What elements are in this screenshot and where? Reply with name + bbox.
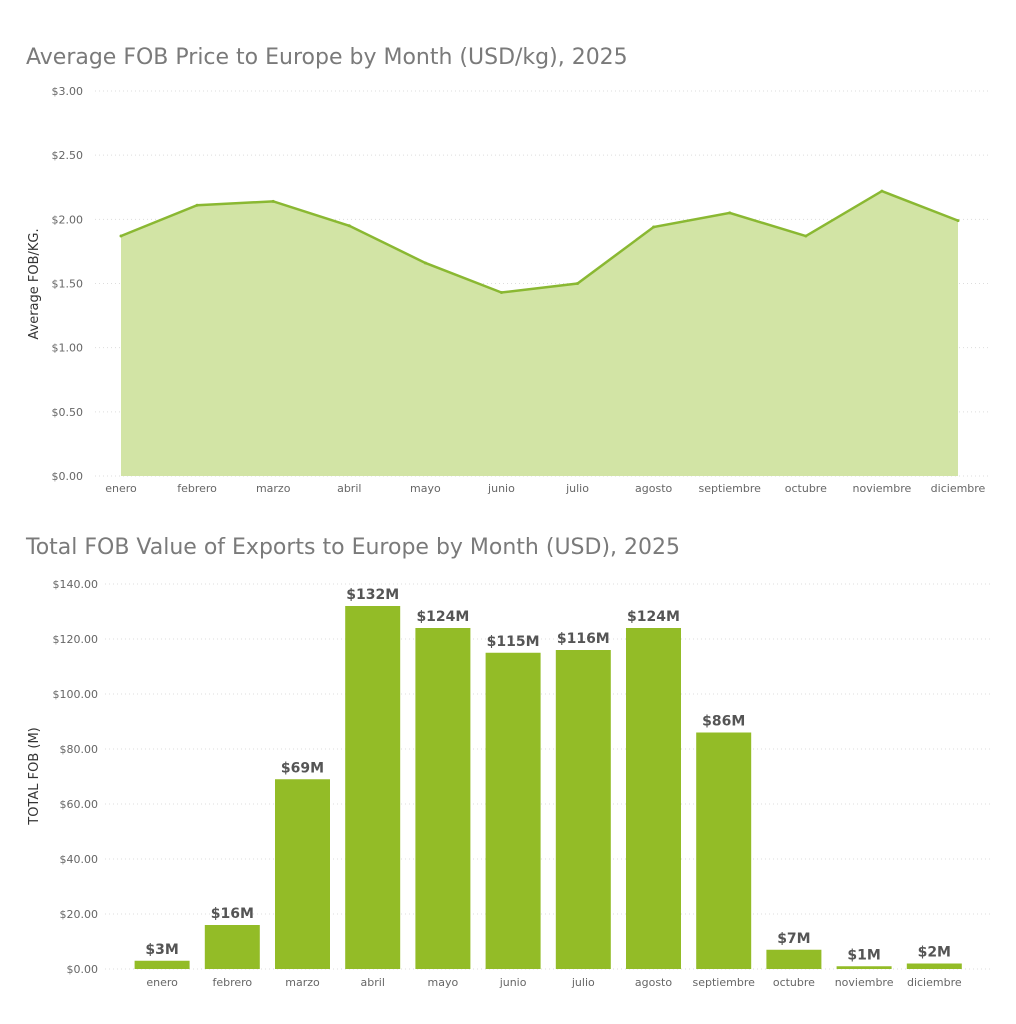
bar [626, 628, 681, 969]
data-label: $124M [416, 609, 469, 625]
bar [134, 960, 190, 969]
x-tick-label: enero [146, 976, 178, 989]
data-label: $124M [627, 609, 680, 625]
data-point [956, 219, 960, 223]
data-point [119, 234, 123, 238]
bar [485, 652, 541, 969]
bar [415, 628, 471, 969]
x-tick-label: enero [105, 482, 137, 495]
bar [204, 925, 260, 969]
data-point [804, 234, 808, 238]
x-tick-label: noviembre [835, 976, 894, 989]
data-label: $1M [847, 947, 880, 963]
x-tick-label: abril [337, 482, 361, 495]
bar-chart-title: Total FOB Value of Exports to Europe by … [26, 535, 681, 560]
y-tick-label: $100.00 [53, 688, 99, 701]
data-label: $16M [211, 906, 254, 922]
y-tick-label: $1.00 [52, 342, 84, 355]
x-tick-label: junio [499, 976, 527, 989]
y-tick-label: $2.50 [52, 149, 84, 162]
y-tick-label: $0.00 [67, 963, 99, 976]
x-tick-label: septiembre [699, 482, 762, 495]
bar [345, 606, 401, 969]
data-label: $7M [777, 931, 810, 947]
y-axis-title: Average FOB/KG. [27, 228, 42, 339]
data-point [423, 261, 427, 265]
bar [275, 779, 330, 969]
y-tick-label: $120.00 [53, 633, 99, 646]
data-label: $116M [557, 631, 610, 647]
x-tick-label: junio [487, 482, 515, 495]
x-tick-label: agosto [635, 976, 672, 989]
bar [555, 650, 611, 969]
y-tick-label: $40.00 [60, 853, 99, 866]
y-tick-label: $80.00 [60, 743, 99, 756]
bar [836, 966, 892, 969]
y-tick-label: $0.00 [52, 470, 84, 483]
y-tick-label: $60.00 [60, 798, 99, 811]
x-tick-label: julio [565, 482, 589, 495]
data-label: $69M [281, 760, 324, 776]
data-point [499, 290, 503, 294]
bar [696, 732, 752, 969]
x-tick-label: abril [361, 976, 385, 989]
data-label: $3M [145, 942, 178, 958]
y-tick-label: $3.00 [52, 85, 84, 98]
y-tick-label: $140.00 [53, 578, 99, 591]
data-point [880, 189, 884, 193]
data-point [652, 225, 656, 229]
y-tick-label: $1.50 [52, 278, 84, 291]
x-tick-label: marzo [256, 482, 291, 495]
x-tick-label: febrero [212, 976, 252, 989]
x-tick-label: diciembre [907, 976, 962, 989]
x-tick-label: agosto [635, 482, 672, 495]
data-point [728, 211, 732, 215]
area-chart-title: Average FOB Price to Europe by Month (US… [26, 45, 628, 70]
x-tick-label: marzo [285, 976, 320, 989]
data-point [195, 203, 199, 207]
x-tick-label: julio [571, 976, 595, 989]
data-point [576, 282, 580, 285]
data-point [347, 224, 351, 228]
y-tick-label: $0.50 [52, 406, 84, 419]
data-label: $132M [346, 587, 399, 603]
x-tick-label: octubre [773, 976, 815, 989]
x-tick-label: mayo [410, 482, 441, 495]
data-label: $115M [487, 634, 540, 650]
x-tick-label: diciembre [931, 482, 986, 495]
bar [766, 949, 822, 969]
x-tick-label: noviembre [853, 482, 912, 495]
data-label: $2M [918, 945, 951, 961]
y-tick-label: $20.00 [60, 908, 99, 921]
y-tick-label: $2.00 [52, 213, 84, 226]
x-tick-label: septiembre [693, 976, 756, 989]
data-label: $86M [702, 714, 745, 730]
area-fill [121, 191, 958, 476]
x-tick-label: octubre [785, 482, 827, 495]
y-axis-title: TOTAL FOB (M) [27, 727, 42, 826]
x-tick-label: mayo [428, 976, 459, 989]
x-tick-label: febrero [177, 482, 217, 495]
data-point [271, 199, 275, 203]
bar [906, 963, 962, 969]
series-line [120, 189, 959, 294]
